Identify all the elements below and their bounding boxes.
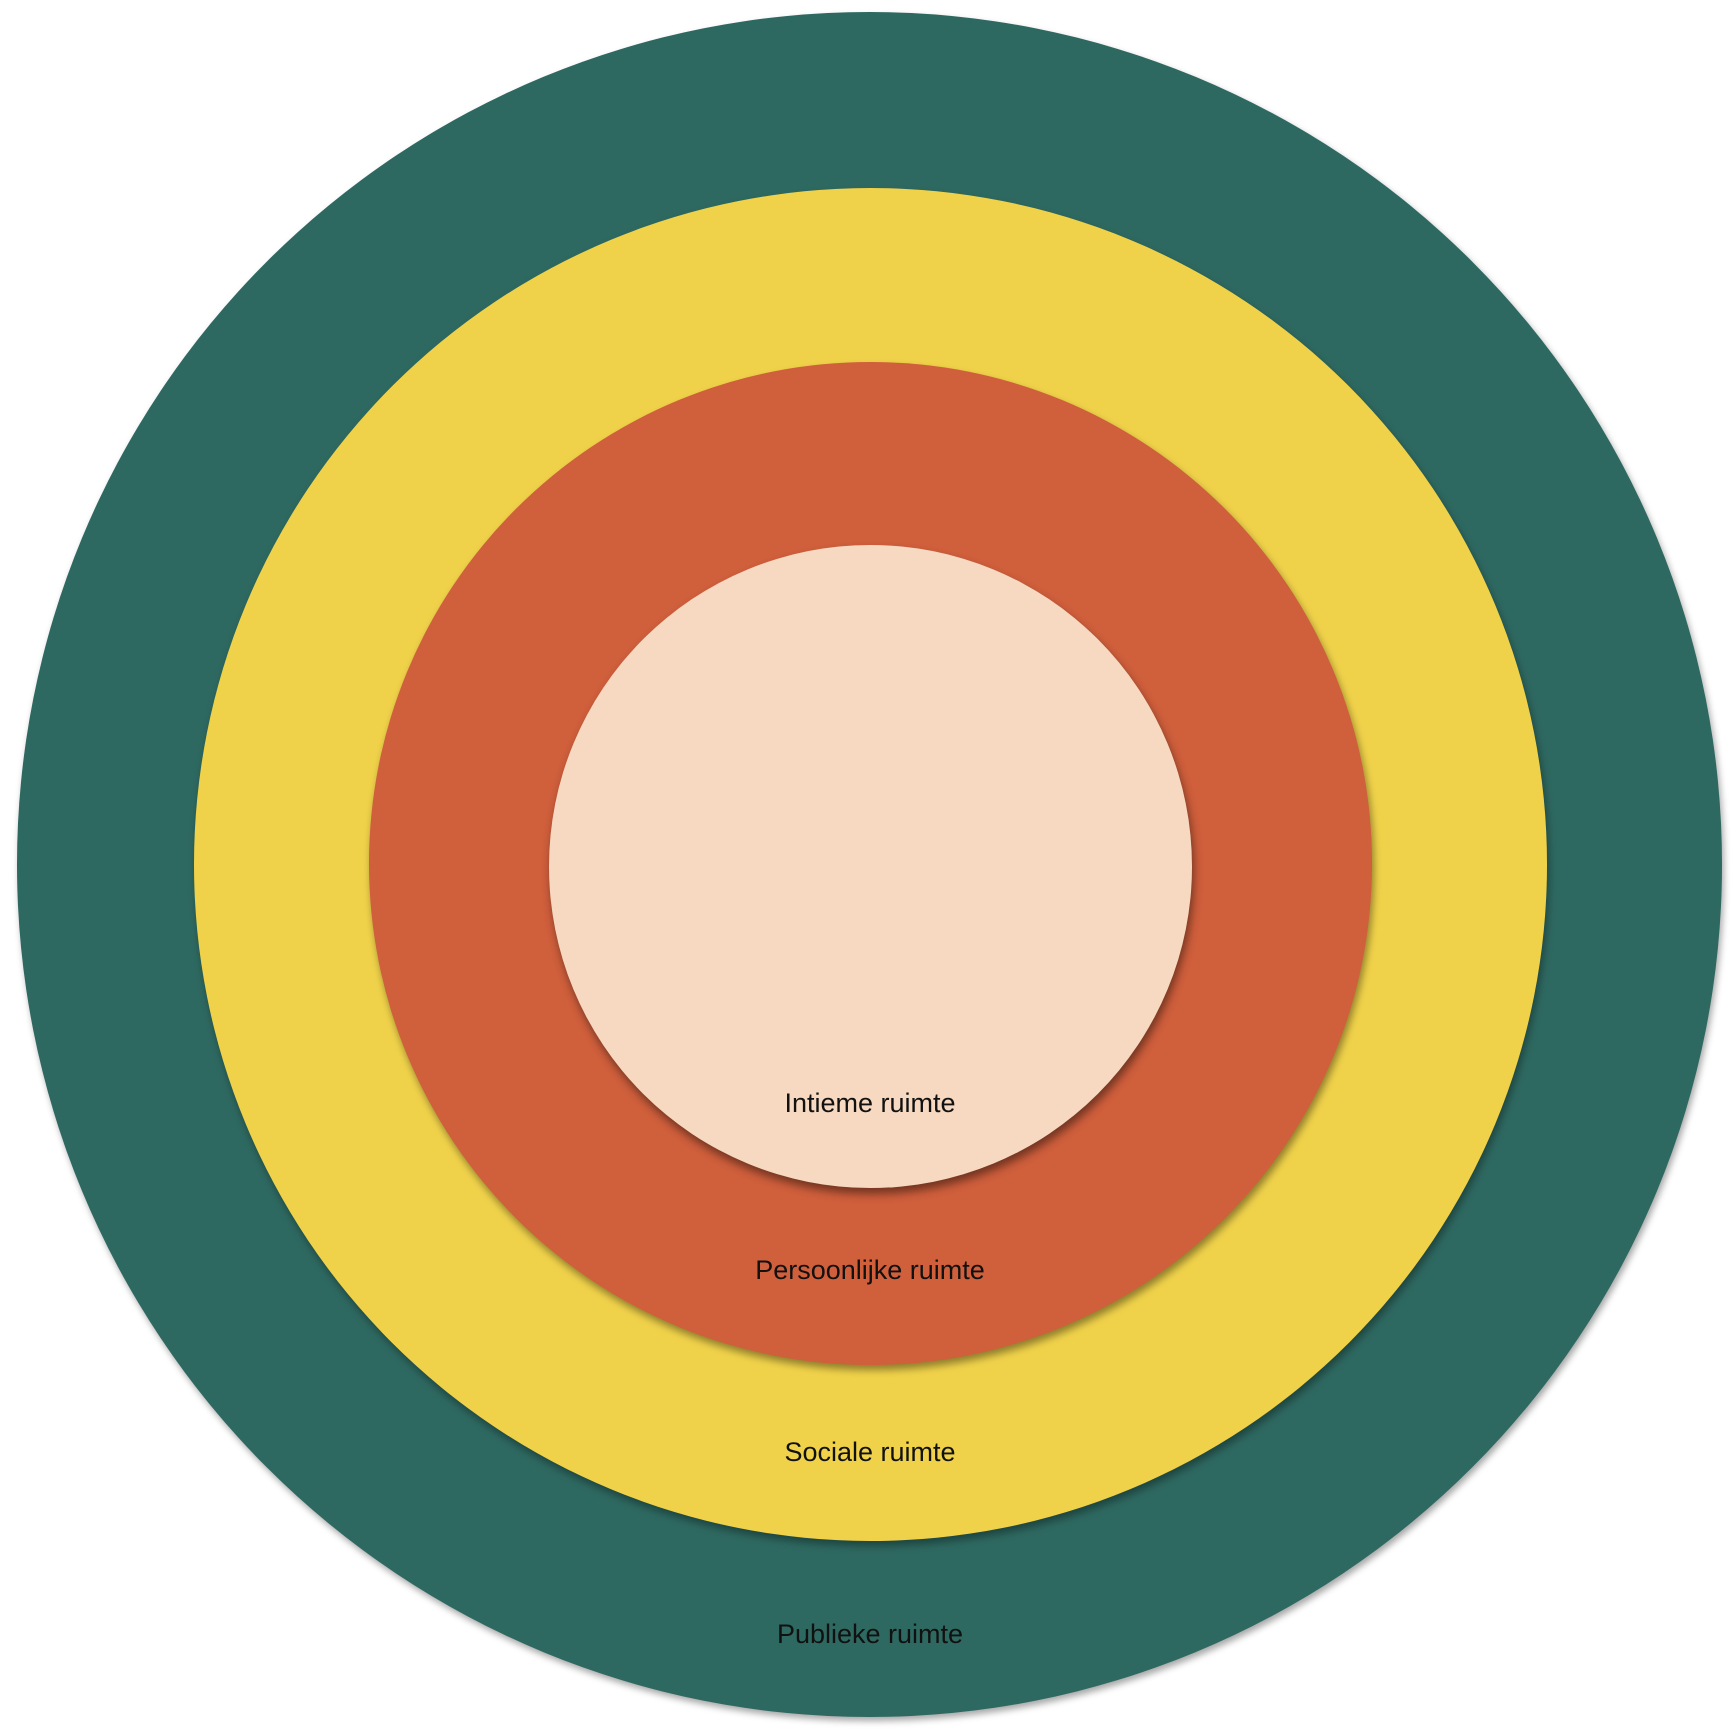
social-space-label: Sociale ruimte xyxy=(784,1437,956,1467)
public-space-label: Publieke ruimte xyxy=(776,1619,964,1649)
intimate-space-label: Intieme ruimte xyxy=(784,1088,956,1118)
intimate-space-ring xyxy=(549,545,1192,1188)
personal-space-label: Persoonlijke ruimte xyxy=(755,1255,985,1285)
